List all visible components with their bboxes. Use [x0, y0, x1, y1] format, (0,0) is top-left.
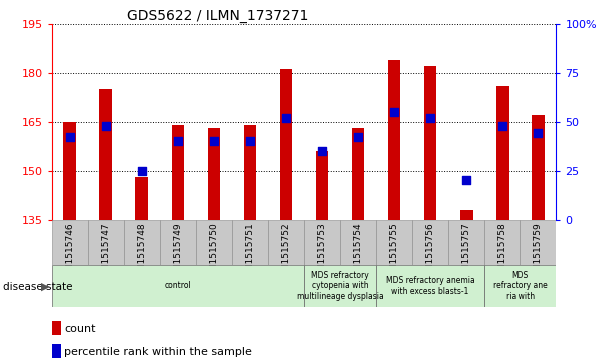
- Text: GSM1515747: GSM1515747: [102, 222, 110, 282]
- FancyBboxPatch shape: [196, 220, 232, 265]
- Text: GSM1515755: GSM1515755: [390, 222, 399, 283]
- Text: GSM1515751: GSM1515751: [246, 222, 254, 283]
- Text: count: count: [64, 323, 96, 334]
- FancyBboxPatch shape: [484, 265, 556, 307]
- Point: [425, 115, 435, 121]
- Text: MDS refractory
cytopenia with
multilineage dysplasia: MDS refractory cytopenia with multilinea…: [297, 271, 384, 301]
- FancyBboxPatch shape: [376, 265, 484, 307]
- Text: GDS5622 / ILMN_1737271: GDS5622 / ILMN_1737271: [127, 9, 309, 23]
- Bar: [352, 128, 364, 220]
- Bar: [316, 151, 328, 220]
- Text: GSM1515759: GSM1515759: [534, 222, 543, 283]
- FancyBboxPatch shape: [520, 220, 556, 265]
- Bar: [207, 128, 220, 220]
- Bar: [496, 86, 508, 220]
- Text: control: control: [165, 281, 191, 290]
- Text: MDS
refractory ane
ria with: MDS refractory ane ria with: [493, 271, 548, 301]
- Text: GSM1515748: GSM1515748: [137, 222, 147, 282]
- Text: GSM1515758: GSM1515758: [498, 222, 506, 283]
- Text: MDS refractory anemia
with excess blasts-1: MDS refractory anemia with excess blasts…: [386, 276, 474, 295]
- FancyBboxPatch shape: [52, 220, 88, 265]
- FancyBboxPatch shape: [88, 220, 124, 265]
- Bar: [52, 344, 61, 358]
- Point: [353, 134, 363, 140]
- Text: GSM1515749: GSM1515749: [173, 222, 182, 282]
- Text: disease state: disease state: [3, 282, 72, 292]
- FancyBboxPatch shape: [448, 220, 484, 265]
- FancyBboxPatch shape: [124, 220, 160, 265]
- Point: [461, 178, 471, 183]
- Point: [533, 130, 543, 136]
- Point: [497, 123, 507, 129]
- Point: [209, 138, 219, 144]
- Point: [173, 138, 182, 144]
- Text: GSM1515752: GSM1515752: [282, 222, 291, 282]
- FancyBboxPatch shape: [376, 220, 412, 265]
- FancyBboxPatch shape: [340, 220, 376, 265]
- Point: [245, 138, 255, 144]
- Point: [281, 115, 291, 121]
- Text: percentile rank within the sample: percentile rank within the sample: [64, 347, 252, 357]
- FancyBboxPatch shape: [412, 220, 448, 265]
- Text: GSM1515746: GSM1515746: [65, 222, 74, 282]
- Bar: [244, 125, 256, 220]
- Bar: [52, 321, 61, 335]
- Point: [101, 123, 111, 129]
- Bar: [171, 125, 184, 220]
- Text: GSM1515756: GSM1515756: [426, 222, 435, 283]
- Bar: [63, 122, 76, 220]
- Point: [317, 148, 327, 154]
- Bar: [532, 115, 545, 220]
- Text: GSM1515753: GSM1515753: [317, 222, 326, 283]
- Bar: [136, 177, 148, 220]
- Text: ▶: ▶: [41, 282, 50, 292]
- Point: [65, 134, 75, 140]
- FancyBboxPatch shape: [160, 220, 196, 265]
- Bar: [460, 210, 472, 220]
- FancyBboxPatch shape: [232, 220, 268, 265]
- FancyBboxPatch shape: [484, 220, 520, 265]
- Point: [137, 168, 147, 174]
- Bar: [424, 66, 437, 220]
- FancyBboxPatch shape: [268, 220, 304, 265]
- FancyBboxPatch shape: [52, 265, 304, 307]
- FancyBboxPatch shape: [304, 220, 340, 265]
- FancyBboxPatch shape: [304, 265, 376, 307]
- Text: GSM1515757: GSM1515757: [461, 222, 471, 283]
- Bar: [388, 60, 401, 220]
- Bar: [100, 89, 112, 220]
- Text: GSM1515750: GSM1515750: [209, 222, 218, 283]
- Point: [389, 109, 399, 115]
- Text: GSM1515754: GSM1515754: [354, 222, 362, 282]
- Bar: [280, 69, 292, 220]
